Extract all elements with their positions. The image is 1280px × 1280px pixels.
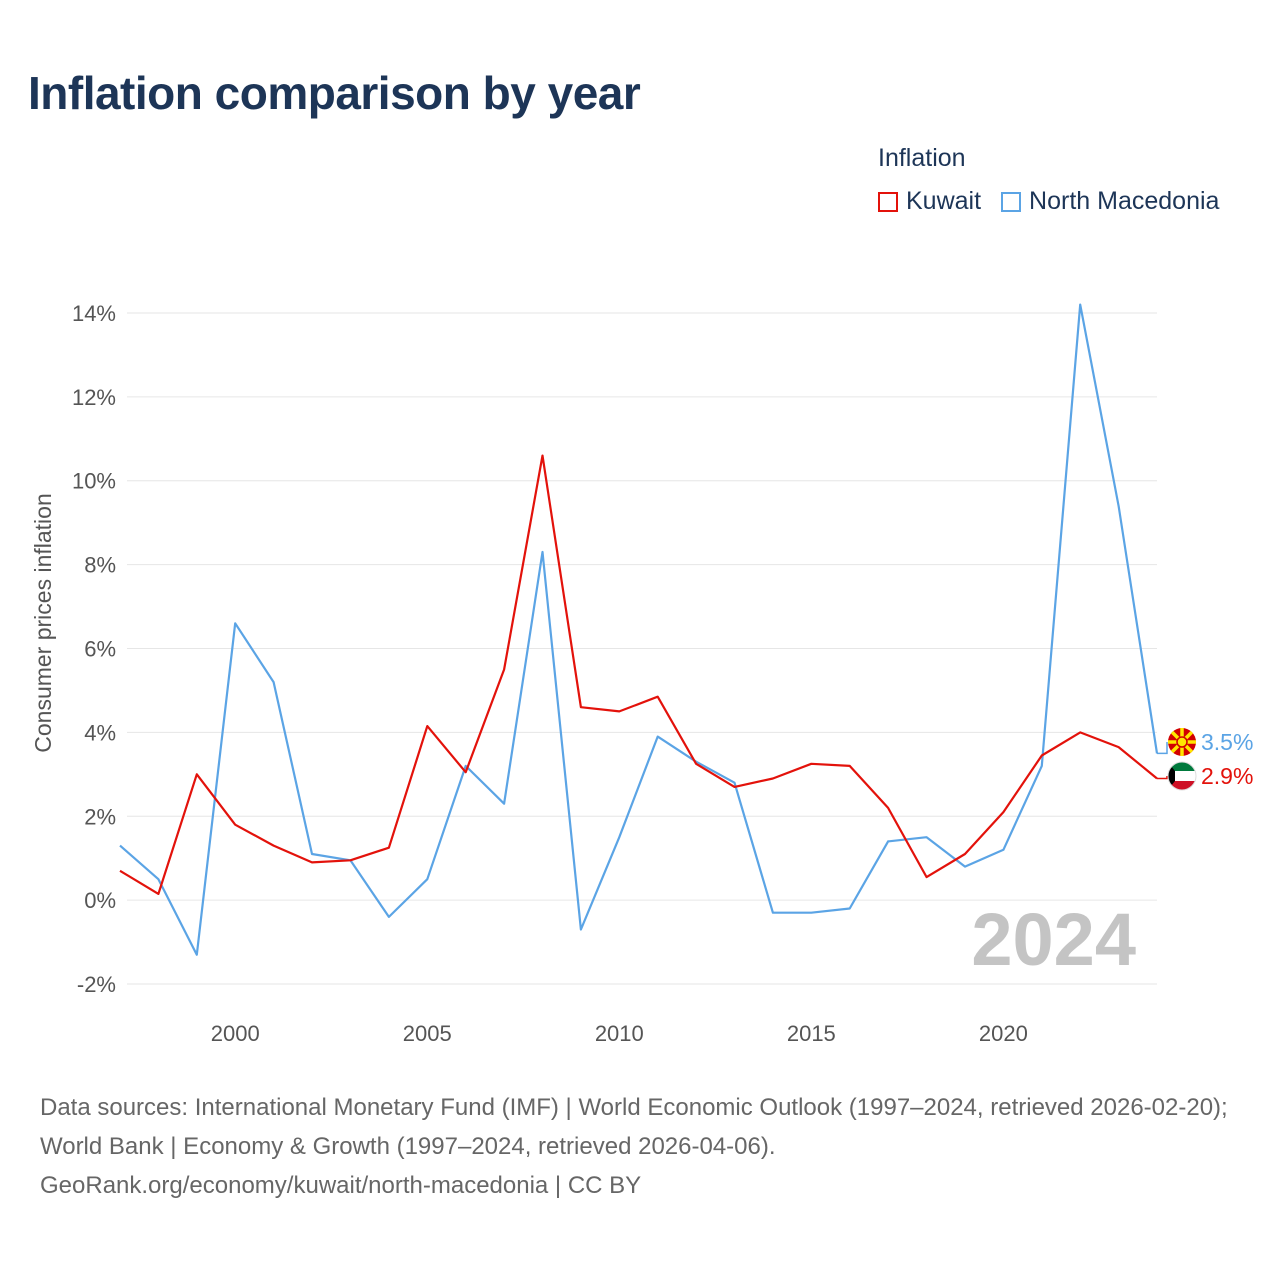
legend: Inflation Kuwait North Macedonia — [878, 144, 1219, 216]
y-axis-title: Consumer prices inflation — [30, 493, 56, 753]
legend-label-north-macedonia: North Macedonia — [1029, 187, 1220, 215]
y-tick-label: 12% — [72, 385, 116, 410]
x-tick-label: 2020 — [979, 1021, 1028, 1046]
y-tick-label: 10% — [72, 469, 116, 494]
y-tick-label: 2% — [84, 804, 116, 829]
flag-stripe-white — [1168, 771, 1196, 781]
line-chart: -2%0%2%4%6%8%10%12%14% 2000 2005 2010 2015 2… — [30, 301, 1253, 1046]
chart-title: Inflation comparison by year — [28, 67, 641, 119]
end-labels-layer: 3.5% 2.9% — [1157, 728, 1253, 791]
connector-north-macedonia — [1157, 742, 1168, 755]
y-tick-label: 8% — [84, 553, 116, 578]
series-line-kuwait — [119, 454, 1158, 896]
series-layer — [119, 303, 1159, 956]
legend-label-kuwait: Kuwait — [906, 187, 982, 215]
year-watermark: 2024 — [971, 898, 1136, 981]
y-tick-label: 6% — [84, 637, 116, 662]
north-macedonia-flag-icon — [1168, 728, 1196, 756]
y-tick-label: 0% — [84, 888, 116, 913]
end-label-kuwait: 2.9% — [1201, 763, 1253, 789]
y-axis-ticks: -2% 0% 2% 4% 6% 8% 10% 12% 14% — [72, 301, 116, 997]
grid-layer — [127, 312, 1157, 985]
source-line-2: GeoRank.org/economy/kuwait/north-macedon… — [40, 1172, 642, 1199]
legend-title: Inflation — [878, 144, 966, 172]
end-label-north-macedonia: 3.5% — [1201, 729, 1253, 755]
flag-outline — [1167, 761, 1197, 791]
data-source-note: Data sources: International Monetary Fun… — [40, 1088, 1250, 1205]
flag-body — [1168, 762, 1196, 790]
y-tick-label: 4% — [84, 720, 116, 745]
series-line-north-macedonia — [119, 303, 1159, 956]
connector-kuwait — [1157, 776, 1168, 780]
x-tick-label: 2015 — [787, 1021, 836, 1046]
legend-swatch-north-macedonia — [1001, 191, 1022, 212]
y-tick-label: -2% — [77, 972, 116, 997]
source-line-1: Data sources: International Monetary Fun… — [40, 1094, 1228, 1160]
flag-sun — [1176, 736, 1188, 748]
legend-swatch-kuwait — [878, 191, 898, 212]
x-tick-label: 2000 — [211, 1021, 260, 1046]
x-axis-ticks: 2000 2005 2010 2015 2020 — [211, 1021, 1028, 1046]
legend-item-kuwait[interactable]: Kuwait — [878, 187, 981, 216]
flag-stripe-red — [1168, 781, 1196, 790]
x-tick-label: 2005 — [403, 1021, 452, 1046]
x-tick-label: 2010 — [595, 1021, 644, 1046]
flag-stripe-green — [1168, 762, 1196, 771]
kuwait-flag-icon — [1167, 761, 1197, 791]
y-tick-label: 14% — [72, 301, 116, 326]
legend-item-north-macedonia[interactable]: North Macedonia — [1001, 187, 1219, 216]
